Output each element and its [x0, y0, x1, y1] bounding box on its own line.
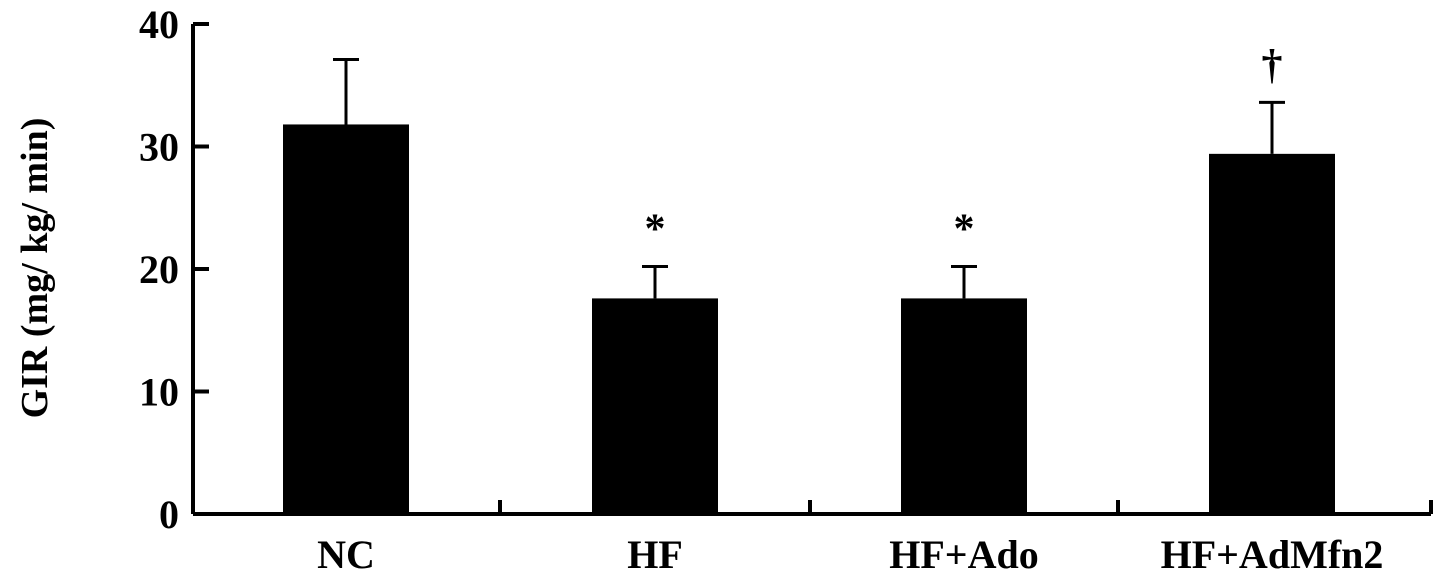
labels: 0 10 20 30 40 NC * HF * HF+Ado † HF+AdMfn2 — [139, 2, 1383, 577]
y-tick-label: 40 — [139, 2, 179, 47]
y-axis-label: GIR (mg/ kg/ min) — [14, 118, 56, 419]
significance-marker: * — [954, 207, 975, 253]
significance-marker: † — [1262, 42, 1283, 88]
y-tick-label: 0 — [159, 492, 179, 537]
y-tick-label: 30 — [139, 125, 179, 170]
y-tick-label: 20 — [139, 247, 179, 292]
bars — [283, 58, 1335, 514]
bar — [592, 298, 718, 514]
x-category-label: NC — [317, 532, 375, 577]
significance-marker: * — [645, 207, 666, 253]
x-category-label: HF — [627, 532, 683, 577]
bar — [1209, 153, 1335, 514]
bar — [901, 298, 1027, 514]
bar — [283, 124, 409, 514]
x-category-label: HF+Ado — [889, 532, 1038, 577]
x-category-label: HF+AdMfn2 — [1161, 532, 1384, 577]
y-tick-label: 10 — [139, 370, 179, 415]
